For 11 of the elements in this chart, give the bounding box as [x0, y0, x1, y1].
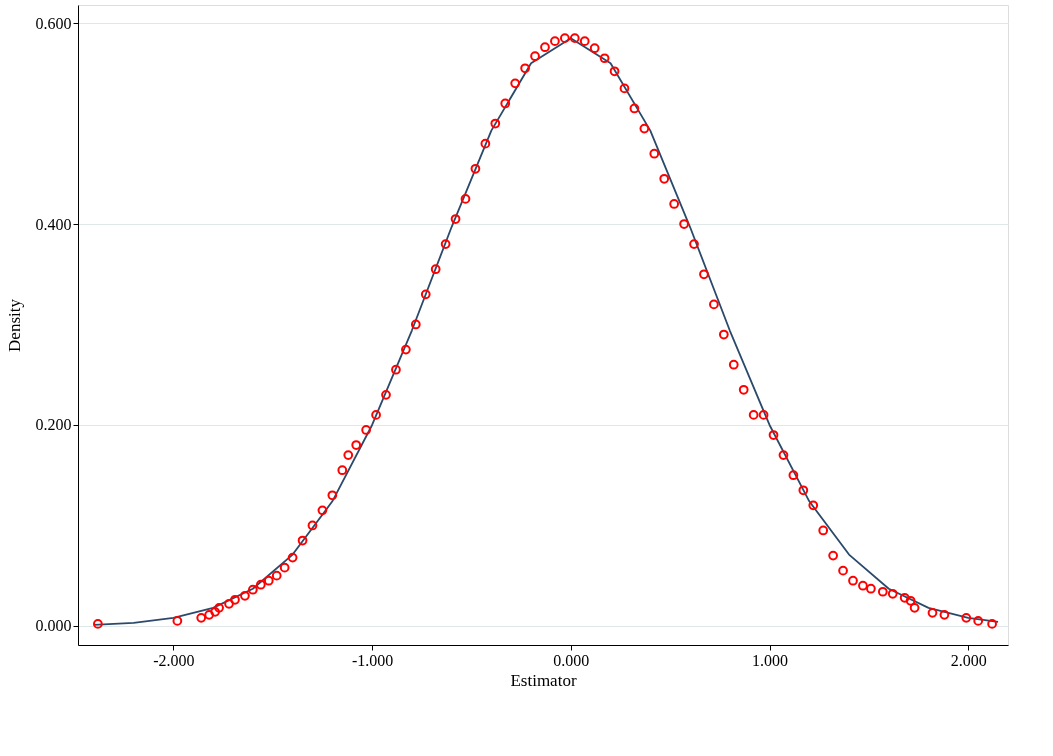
x-tick-label: -1.000	[351, 651, 394, 669]
x-tick-label: 1.000	[752, 651, 789, 669]
x-axis-title: Estimator	[510, 670, 577, 690]
x-tick-label: 2.000	[950, 651, 987, 669]
y-tick-label: 0.600	[35, 14, 72, 32]
y-axis-title: Density	[4, 298, 24, 352]
y-tick-label: 0.200	[35, 416, 72, 434]
x-tick-label: 0.000	[553, 651, 590, 669]
y-tick-label: 0.000	[35, 617, 72, 635]
y-tick-label: 0.400	[35, 215, 72, 233]
x-tick-label: -2.000	[153, 651, 195, 669]
